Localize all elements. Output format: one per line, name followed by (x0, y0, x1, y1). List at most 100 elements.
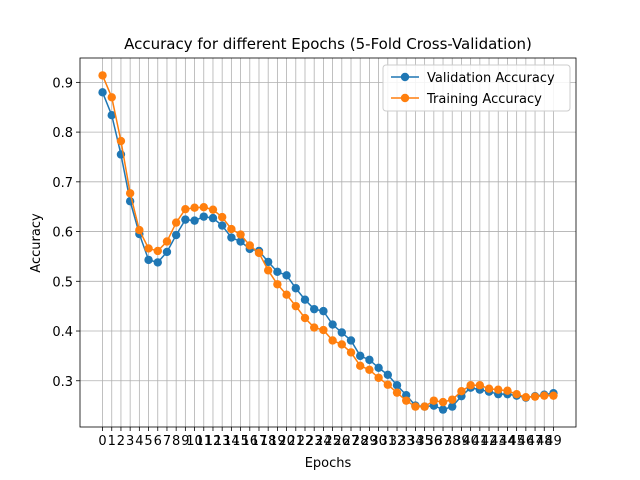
data-point-training (273, 280, 282, 289)
data-point-training (181, 204, 190, 214)
legend-marker (400, 93, 410, 103)
data-point-training (448, 395, 457, 404)
data-point-training (135, 225, 144, 235)
x-tick-label: 45 (508, 434, 525, 449)
data-point-training (98, 71, 107, 80)
data-point-training (512, 389, 521, 399)
x-tick-label: 36 (426, 434, 443, 449)
data-point-training (144, 244, 153, 253)
data-point-training (438, 397, 448, 407)
x-tick-label: 0 (98, 434, 106, 449)
y-tick-label: 0.8 (52, 126, 73, 141)
y-tick-label: 0.5 (52, 275, 73, 290)
data-point-training (457, 386, 466, 396)
x-tick-label: 17 (251, 434, 268, 449)
y-tick-label: 0.4 (52, 325, 73, 340)
legend-label: Validation Accuracy (427, 71, 555, 86)
data-point-training (107, 93, 116, 102)
x-tick-label: 31 (380, 434, 397, 449)
data-point-training (116, 136, 126, 146)
data-point-validation (346, 336, 356, 345)
data-point-validation (190, 216, 199, 225)
data-point-validation (448, 402, 457, 411)
data-point-training (475, 381, 485, 390)
x-tick-label: 12 (205, 434, 222, 449)
x-tick-label: 39 (453, 434, 470, 449)
x-tick-label: 11 (195, 434, 212, 449)
data-point-validation (282, 271, 291, 280)
data-point-validation (107, 110, 116, 120)
x-tick-label: 2 (117, 434, 125, 449)
data-point-training (162, 237, 172, 246)
data-point-training (319, 325, 328, 335)
data-point-training (337, 340, 347, 349)
chart-title: Accuracy for different Epochs (5-Fold Cr… (124, 35, 532, 53)
data-point-training (328, 336, 337, 345)
data-point-validation (374, 363, 383, 373)
data-point-training (190, 203, 199, 212)
plot-area: 0 1 2 3 4 5 6 7 8 9101112131415161718192021222324… (52, 57, 577, 449)
axes-frame (79, 57, 577, 428)
x-tick-label: 42 (481, 434, 498, 449)
data-point-validation (328, 320, 337, 329)
data-point-training (540, 391, 549, 400)
data-point-training (383, 380, 393, 389)
x-tick-label: 6 (154, 434, 162, 449)
data-point-training (254, 248, 264, 258)
x-tick-label: 38 (444, 434, 461, 449)
data-point-validation (392, 381, 402, 390)
data-point-validation (309, 304, 319, 314)
y-tick-label: 0.7 (52, 176, 73, 191)
x-tick-label: 1 (108, 434, 116, 449)
x-tick-label: 19 (269, 434, 286, 449)
data-point-training (466, 381, 475, 390)
data-point-training (411, 402, 420, 411)
data-point-training (217, 212, 227, 222)
data-point-training (300, 313, 310, 323)
data-point-validation (208, 213, 218, 223)
data-point-validation (300, 295, 310, 304)
data-point-training (484, 384, 494, 393)
x-tick-label: 3 (126, 434, 134, 449)
x-tick-label: 27 (343, 434, 360, 449)
data-point-validation (337, 328, 347, 337)
data-point-training (291, 301, 300, 311)
x-tick-label: 34 (407, 434, 424, 449)
x-tick-label: 10 (186, 434, 203, 449)
data-point-training (227, 224, 236, 234)
data-point-training (402, 396, 411, 405)
legend-marker (400, 72, 410, 82)
x-tick-label: 37 (435, 434, 452, 449)
data-point-training (530, 392, 540, 401)
x-tick-label: 41 (472, 434, 489, 449)
y-tick-label: 0.9 (52, 76, 73, 91)
data-point-validation (365, 355, 374, 365)
data-point-training (282, 290, 291, 299)
data-point-training (420, 402, 429, 411)
x-tick-label: 48 (536, 434, 553, 449)
data-point-training (208, 205, 218, 214)
x-tick-label: 5 (144, 434, 152, 449)
data-point-training (365, 365, 374, 375)
x-tick-label: 24 (315, 434, 332, 449)
data-point-validation (153, 258, 162, 267)
data-point-training (245, 241, 254, 250)
x-tick-label: 18 (260, 434, 277, 449)
data-point-validation (162, 247, 172, 257)
x-tick-label: 29 (361, 434, 378, 449)
legend-box (382, 64, 571, 112)
x-tick-label: 22 (297, 434, 314, 449)
x-axis-label: Epochs (305, 456, 352, 471)
x-tick-label: 43 (490, 434, 507, 449)
data-point-training (356, 361, 365, 371)
data-point-training (263, 266, 273, 275)
x-tick-label: 40 (462, 434, 479, 449)
x-tick-label: 23 (306, 434, 323, 449)
data-point-validation (383, 370, 393, 379)
x-tick-label: 13 (214, 434, 231, 449)
data-point-validation (227, 233, 236, 242)
x-tick-label: 9 (181, 434, 189, 449)
data-point-validation (319, 306, 328, 316)
data-point-training (374, 373, 383, 382)
data-point-validation (236, 237, 245, 246)
